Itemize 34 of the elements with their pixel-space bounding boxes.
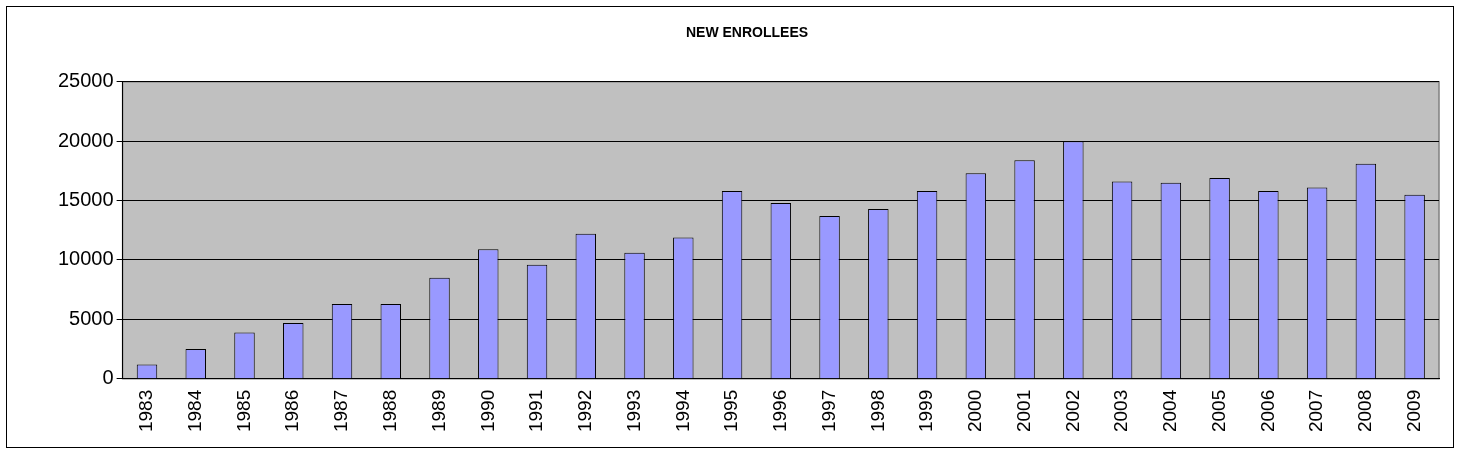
- y-tick-label: 15000: [57, 188, 114, 211]
- x-tick-label: 2004: [1159, 389, 1181, 433]
- x-tick-label: 1986: [281, 389, 303, 433]
- x-tick-label: 2002: [1061, 389, 1083, 433]
- y-tick-label: 25000: [57, 69, 114, 92]
- x-tick-label: 1988: [379, 389, 400, 433]
- x-tick-label: 1995: [720, 389, 742, 433]
- x-tick-label: 1983: [135, 389, 157, 433]
- y-tick-label: 0: [102, 366, 114, 389]
- x-tick-label: 2006: [1256, 389, 1278, 433]
- x-tick-label: 1987: [330, 389, 352, 433]
- x-tick-label: 1991: [525, 389, 547, 433]
- x-tick-label: 1998: [866, 389, 888, 433]
- x-tick-label: 1990: [476, 389, 498, 433]
- x-tick-label: 2008: [1354, 389, 1376, 433]
- x-tick-label: 1992: [574, 389, 596, 433]
- x-tick-label: 2003: [1110, 389, 1132, 433]
- x-tick-label: 1999: [915, 389, 937, 433]
- x-tick-label: 2001: [1012, 389, 1034, 433]
- x-tick-label: 1993: [622, 389, 644, 433]
- x-tick-label: 2005: [1207, 389, 1229, 433]
- x-tick-label: 1984: [183, 389, 205, 433]
- chart-title: NEW ENROLLEES: [685, 24, 809, 41]
- x-tick-label: 2009: [1402, 389, 1424, 433]
- y-tick-label: 5000: [69, 306, 114, 329]
- y-tick-label: 20000: [57, 128, 114, 151]
- x-tick-label: 2000: [964, 389, 986, 433]
- x-tick-label: 1994: [671, 389, 693, 433]
- x-tick-label: 1997: [817, 389, 839, 433]
- x-tick-label: 2007: [1305, 389, 1327, 433]
- x-tick-label: 1989: [427, 389, 449, 433]
- y-tick-label: 10000: [57, 247, 114, 270]
- x-tick-label: 1985: [232, 389, 254, 433]
- x-tick-label: 1996: [769, 389, 791, 433]
